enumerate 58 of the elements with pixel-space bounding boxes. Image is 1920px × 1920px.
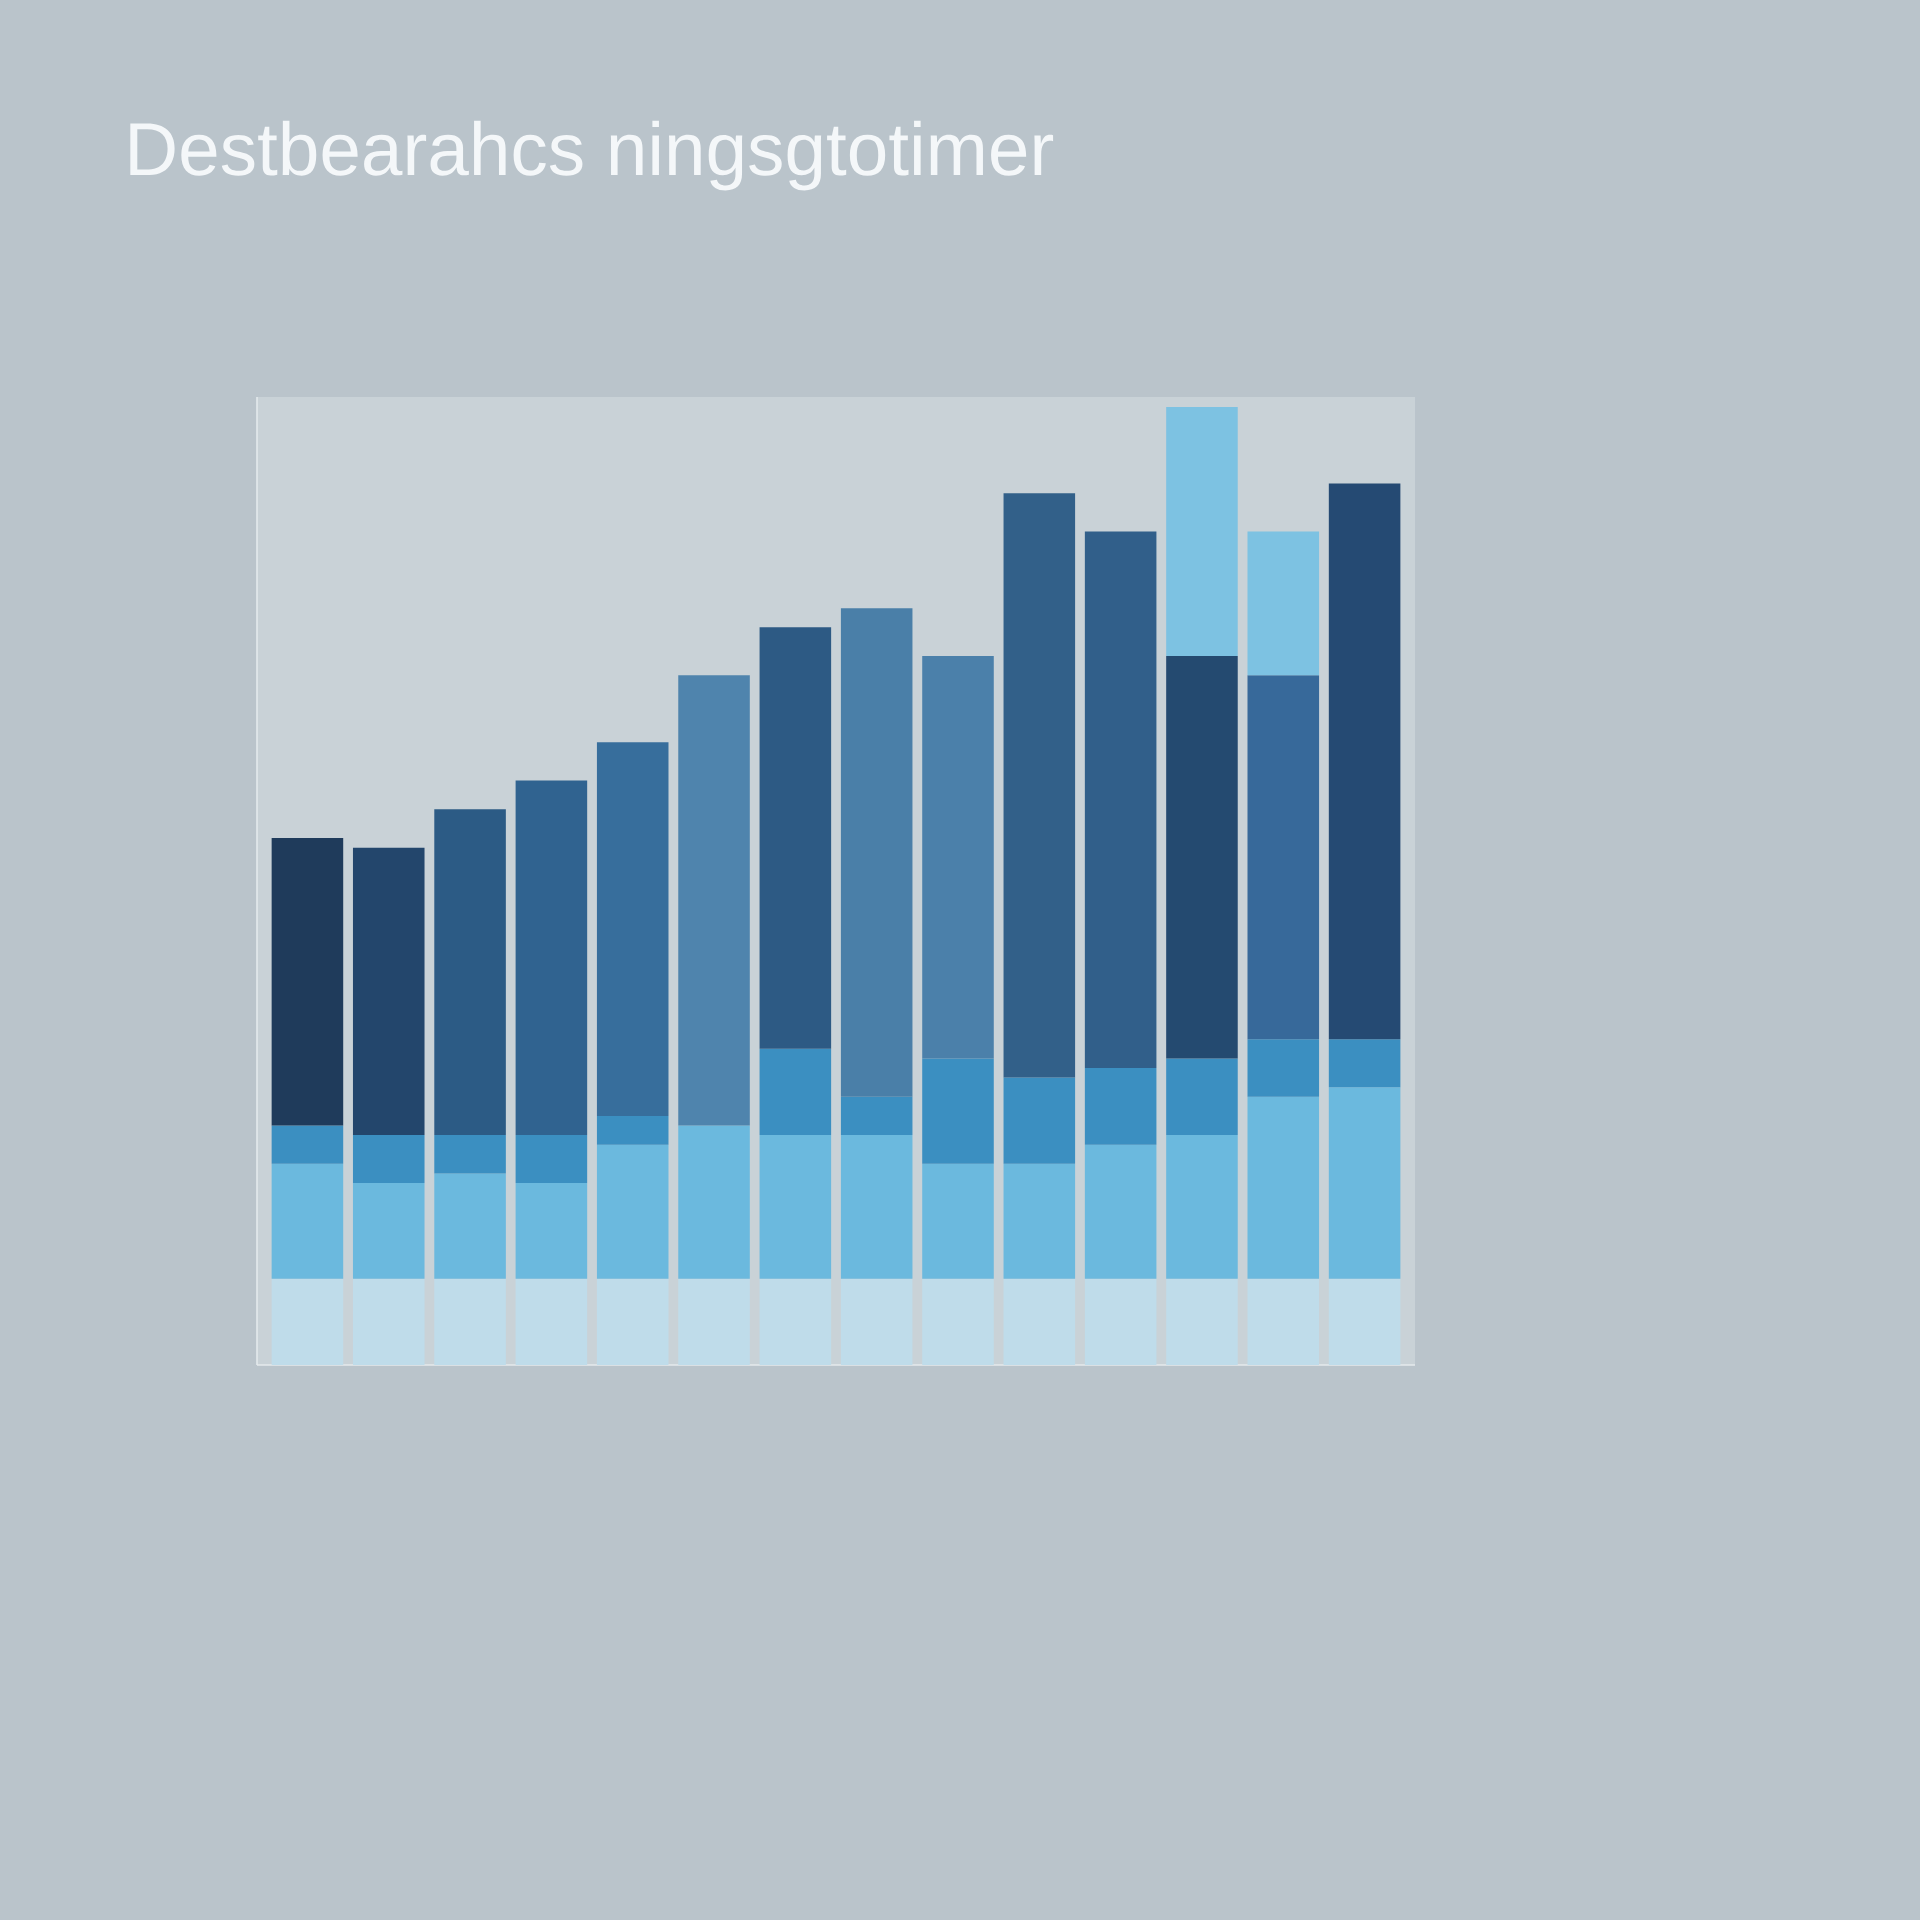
bar: [1328, 1039, 1401, 1088]
bar: [678, 1125, 750, 1279]
bar: [271, 1163, 344, 1279]
bar: [271, 1125, 344, 1164]
bar: [515, 1278, 588, 1365]
bar: [352, 1182, 425, 1279]
bar: [678, 1278, 750, 1365]
bar: [1166, 656, 1238, 1059]
bar: [1166, 406, 1238, 657]
bar: [1247, 675, 1320, 1040]
bar: [1247, 1096, 1320, 1279]
bar: [596, 1144, 669, 1279]
bar: [1166, 1058, 1238, 1136]
bar: [1084, 1068, 1157, 1145]
bar: [759, 1048, 832, 1136]
bar: [1328, 1278, 1401, 1365]
bar: [1003, 493, 1076, 1078]
bar: [840, 1135, 913, 1279]
bar: [271, 838, 344, 1126]
bar: [515, 1135, 588, 1183]
bar: [922, 1278, 994, 1365]
bar: [596, 1115, 669, 1145]
bar: [1003, 1163, 1076, 1279]
bar: [352, 847, 425, 1136]
bar: [759, 1135, 832, 1279]
bar: [1084, 531, 1157, 1069]
bar: [352, 1135, 425, 1183]
bar: [1247, 531, 1320, 676]
bar: [922, 656, 994, 1059]
bar: [434, 1135, 506, 1174]
bar: [596, 1278, 669, 1365]
bar: [759, 1278, 832, 1365]
bar: [678, 675, 750, 1126]
bar: [1084, 1144, 1157, 1279]
bar: [759, 627, 832, 1049]
bar: [1166, 1135, 1238, 1279]
chart-title: Destbearahcs ningsgtotimer: [130, 120, 1054, 191]
bar: [596, 742, 669, 1116]
bar: [434, 809, 506, 1136]
bar: [434, 1173, 506, 1279]
bar: [840, 1096, 913, 1136]
bar: [1328, 483, 1401, 1040]
bar: [1003, 1077, 1076, 1164]
bar: [434, 1278, 506, 1365]
bar: [840, 1278, 913, 1365]
bar: [1166, 1278, 1238, 1365]
bar: [1247, 1278, 1320, 1365]
bar: [1247, 1039, 1320, 1097]
bar: [840, 608, 913, 1097]
bar: [1003, 1278, 1076, 1365]
bar: [515, 780, 588, 1136]
bar: [352, 1278, 425, 1365]
bar: [1328, 1087, 1401, 1279]
bar: [271, 1278, 344, 1365]
bar: [922, 1163, 994, 1279]
bar: [922, 1058, 994, 1164]
bar: [515, 1182, 588, 1279]
bar: [1084, 1278, 1157, 1365]
